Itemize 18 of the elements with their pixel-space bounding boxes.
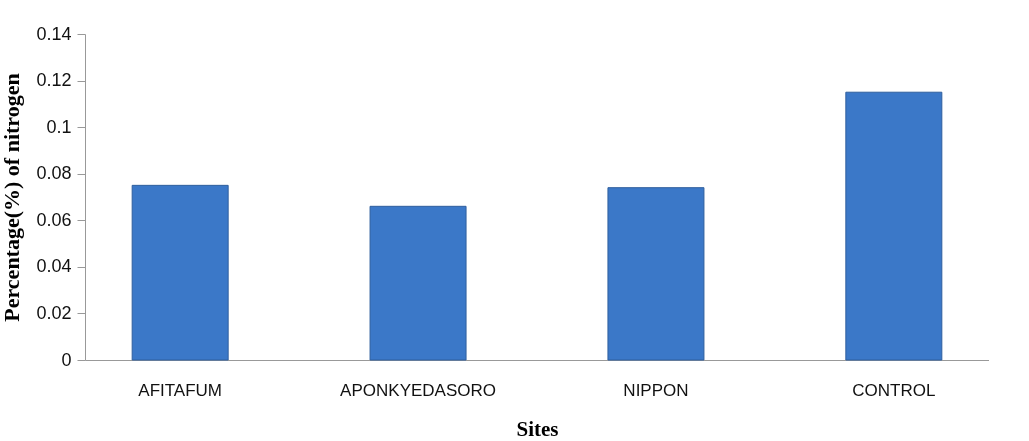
y-tick-label: 0.08: [36, 163, 72, 184]
bar: [845, 91, 943, 361]
x-tick-label: AFITAFUM: [138, 380, 223, 400]
y-axis-title: Percentage(%) of nitrogen: [0, 73, 25, 322]
x-tick-label: NIPPON: [623, 380, 689, 400]
x-axis-title: Sites: [516, 416, 559, 441]
y-tick-label: 0.02: [36, 302, 72, 323]
y-tick-label: 0.06: [36, 209, 72, 230]
y-tick-label: 0.04: [36, 256, 72, 277]
x-tick-label: APONKYEDASORO: [340, 380, 496, 400]
bar: [607, 187, 705, 361]
y-tick-label: 0.14: [36, 23, 72, 44]
bar: [369, 205, 467, 361]
bar: [131, 184, 229, 361]
y-tick-label: 0: [61, 349, 72, 370]
x-tick-label: CONTROL: [852, 380, 936, 400]
y-tick-label: 0.12: [36, 70, 72, 91]
y-tick-label: 0.1: [46, 116, 72, 137]
